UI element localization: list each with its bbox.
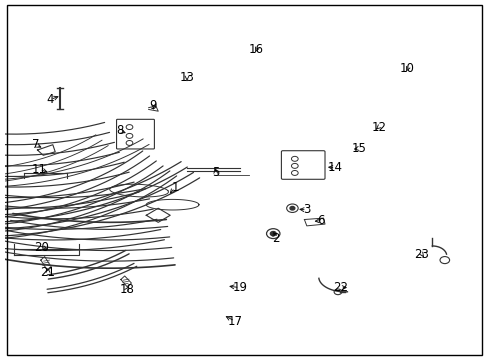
Text: 18: 18 bbox=[120, 283, 134, 296]
Text: 3: 3 bbox=[303, 203, 310, 216]
Text: 15: 15 bbox=[351, 142, 366, 155]
Text: 9: 9 bbox=[149, 99, 157, 112]
Text: 11: 11 bbox=[32, 163, 47, 176]
Text: 5: 5 bbox=[212, 166, 219, 179]
Text: 17: 17 bbox=[227, 315, 242, 328]
Text: 6: 6 bbox=[317, 214, 324, 227]
Text: 13: 13 bbox=[179, 71, 194, 84]
Text: 12: 12 bbox=[370, 121, 386, 134]
Text: 10: 10 bbox=[399, 62, 414, 75]
Circle shape bbox=[270, 231, 276, 236]
Text: 22: 22 bbox=[332, 281, 347, 294]
Text: 20: 20 bbox=[34, 240, 49, 253]
Text: 4: 4 bbox=[46, 93, 54, 106]
Text: 7: 7 bbox=[32, 138, 40, 151]
Text: 14: 14 bbox=[327, 161, 343, 174]
Text: 21: 21 bbox=[41, 266, 56, 279]
Text: 23: 23 bbox=[413, 248, 428, 261]
Text: 8: 8 bbox=[116, 124, 123, 137]
Circle shape bbox=[289, 207, 294, 210]
Text: 2: 2 bbox=[271, 232, 279, 245]
Text: 19: 19 bbox=[232, 281, 247, 294]
Text: 1: 1 bbox=[171, 181, 179, 194]
Text: 16: 16 bbox=[248, 43, 264, 56]
